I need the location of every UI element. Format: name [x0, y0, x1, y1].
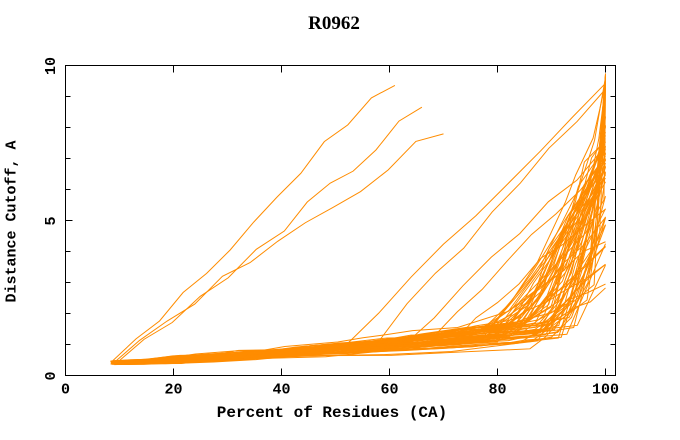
svg-text:60: 60	[380, 382, 398, 399]
svg-text:5: 5	[43, 216, 60, 225]
svg-text:20: 20	[164, 382, 182, 399]
svg-text:40: 40	[272, 382, 290, 399]
svg-text:0: 0	[43, 371, 60, 380]
svg-text:100: 100	[592, 382, 619, 399]
svg-text:10: 10	[43, 57, 60, 75]
svg-text:80: 80	[488, 382, 506, 399]
svg-text:0: 0	[61, 382, 70, 399]
